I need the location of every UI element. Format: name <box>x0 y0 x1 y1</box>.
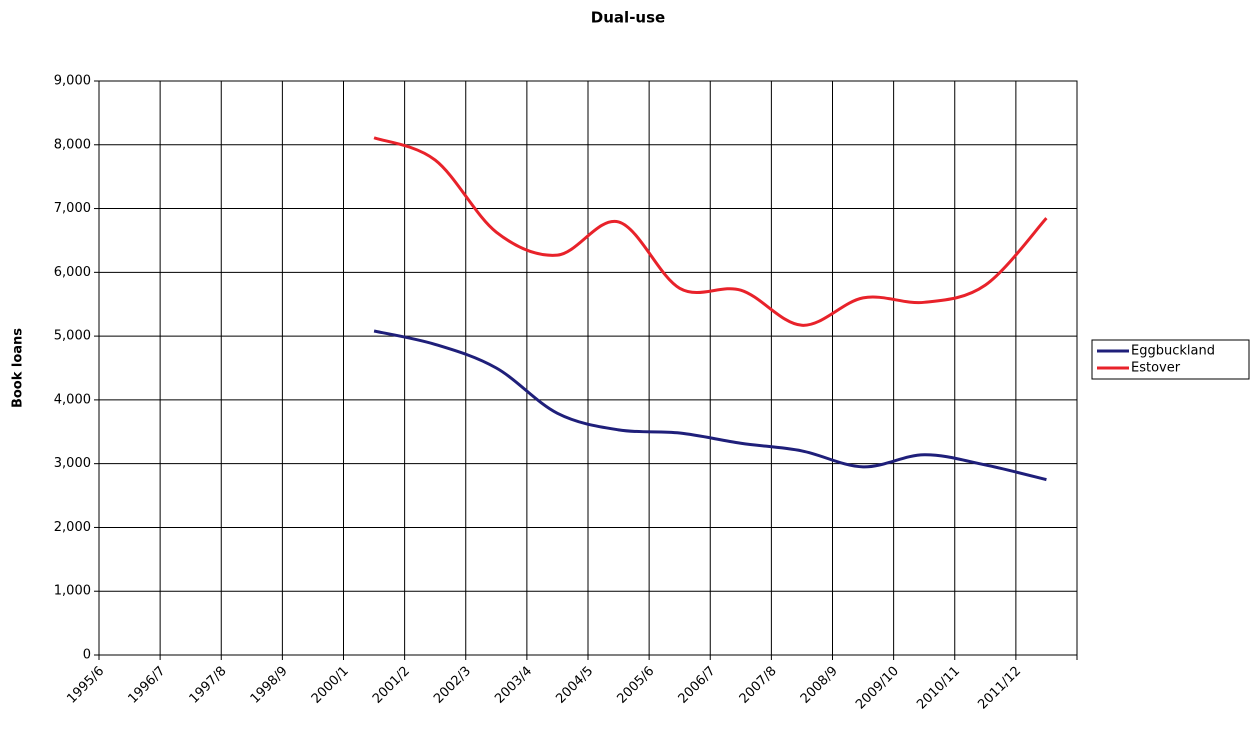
legend-label: Estover <box>1131 361 1181 376</box>
y-tick-label: 1,000 <box>54 584 91 599</box>
legend-label: Eggbuckland <box>1131 344 1215 359</box>
x-tick-label: 2000/1 <box>309 664 352 707</box>
x-tick-label: 2008/9 <box>798 664 841 707</box>
x-tick-label: 2011/12 <box>975 664 1024 713</box>
x-tick-label: 1996/7 <box>125 664 168 707</box>
y-tick-label: 0 <box>83 648 91 663</box>
y-axis-label: Book loans <box>11 328 26 408</box>
x-tick-label: 2005/6 <box>614 664 657 707</box>
x-tick-label: 2004/5 <box>553 664 596 707</box>
x-tick-label: 1997/8 <box>187 664 230 707</box>
x-tick-label: 2007/8 <box>737 664 780 707</box>
chart-title: Dual-use <box>591 9 665 27</box>
y-tick-label: 4,000 <box>54 392 91 407</box>
y-tick-label: 6,000 <box>54 265 91 280</box>
x-tick-label: 2003/4 <box>492 664 535 707</box>
x-tick-label: 2010/11 <box>914 664 963 713</box>
x-tick-label: 2002/3 <box>431 664 474 707</box>
x-tick-label: 2006/7 <box>676 664 719 707</box>
y-tick-label: 2,000 <box>54 520 91 535</box>
legend-box <box>1091 339 1250 380</box>
x-tick-label: 1998/9 <box>248 664 291 707</box>
x-tick-label: 1995/6 <box>64 664 107 707</box>
x-tick-label: 2009/10 <box>853 664 902 713</box>
legend: Eggbuckland Estover <box>1091 339 1250 380</box>
line-series <box>373 136 1048 327</box>
y-tick-label: 8,000 <box>54 137 91 152</box>
y-tick-label: 9,000 <box>54 74 91 89</box>
y-tick-label: 5,000 <box>54 329 91 344</box>
y-tick-label: 3,000 <box>54 456 91 471</box>
line-series <box>373 329 1047 482</box>
y-tick-label: 7,000 <box>54 201 91 216</box>
x-tick-label: 2001/2 <box>370 664 413 707</box>
